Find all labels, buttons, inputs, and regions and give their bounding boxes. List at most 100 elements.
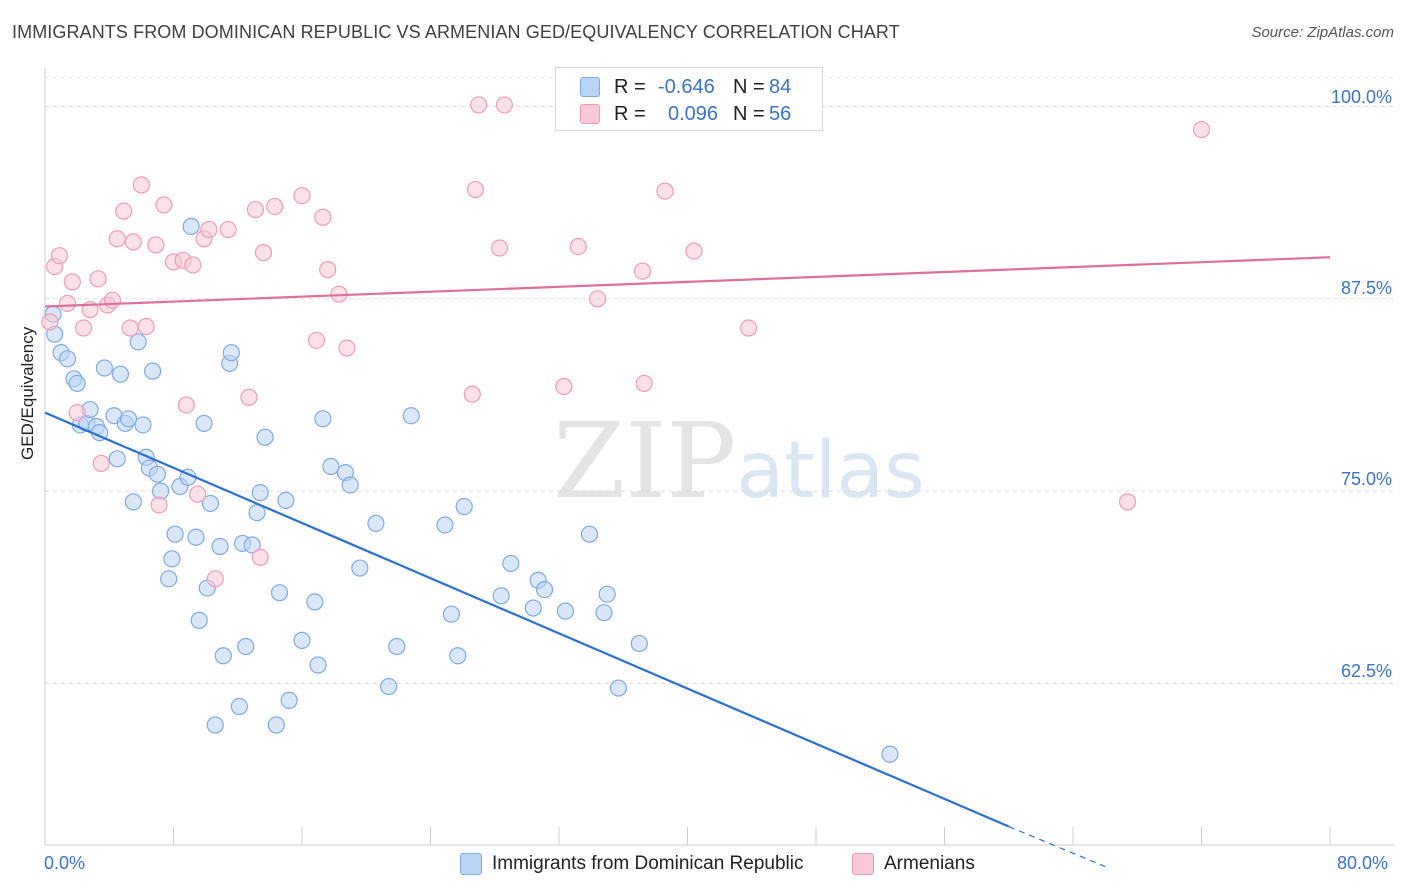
- point-armenian: [240, 388, 258, 406]
- point-armenian: [685, 242, 703, 260]
- point-armenian: [470, 96, 488, 114]
- point-armenian: [219, 220, 237, 239]
- point-dominican: [129, 333, 147, 351]
- point-armenian: [150, 496, 168, 514]
- correlation-legend: R = -0.646 N = 84 R = 0.096 N = 56: [555, 67, 823, 131]
- bottom-legend-dominican[interactable]: Immigrants from Dominican Republic: [460, 852, 804, 876]
- point-dominican: [111, 365, 130, 383]
- point-armenian: [1192, 120, 1211, 139]
- point-armenian: [50, 247, 69, 265]
- point-dominican: [58, 350, 77, 368]
- point-dominican: [270, 584, 289, 602]
- point-dominican: [524, 599, 542, 617]
- y-axis-label: GED/Equivalency: [18, 326, 37, 460]
- point-dominican: [187, 528, 205, 546]
- point-dominican: [251, 484, 269, 502]
- point-armenian: [89, 270, 107, 288]
- legend-swatch-dominican: [580, 77, 600, 97]
- point-dominican: [309, 656, 327, 674]
- x-tick-label-max: 80.0%: [1337, 853, 1389, 873]
- point-armenian: [633, 262, 652, 280]
- point-dominican: [881, 745, 899, 763]
- point-armenian: [115, 202, 133, 220]
- point-armenian: [254, 244, 273, 262]
- point-dominican: [108, 450, 126, 468]
- point-dominican: [267, 716, 285, 734]
- point-armenian: [200, 220, 218, 239]
- point-dominican: [388, 637, 406, 656]
- point-dominican: [144, 362, 162, 380]
- point-dominican: [222, 344, 240, 362]
- y-tick-label-87-5: 87.5%: [1340, 278, 1392, 298]
- point-armenian: [124, 233, 142, 251]
- point-armenian: [121, 319, 139, 337]
- point-dominican: [630, 634, 648, 653]
- point-dominican: [277, 491, 295, 509]
- bottom-legend-swatch-armenians: [852, 853, 874, 875]
- point-armenian: [147, 236, 165, 254]
- trend-line-armenian: [44, 256, 1331, 308]
- watermark: ZIPatlas: [553, 400, 925, 522]
- legend-n-label: N =: [733, 102, 765, 125]
- watermark-main: ZIP: [553, 400, 737, 522]
- point-dominican: [322, 457, 340, 476]
- point-armenian: [206, 570, 224, 588]
- bottom-legend-label-dominican: Immigrants from Dominican Republic: [492, 853, 804, 874]
- point-dominican: [293, 631, 311, 649]
- point-dominican: [211, 537, 229, 556]
- point-armenian: [266, 197, 284, 216]
- chart-title: IMMIGRANTS FROM DOMINICAN REPUBLIC VS AR…: [12, 22, 900, 42]
- point-dominican: [160, 570, 178, 588]
- point-dominican: [124, 493, 142, 511]
- point-dominican: [256, 428, 274, 446]
- point-armenian: [41, 313, 59, 331]
- point-armenian: [103, 291, 122, 309]
- point-armenian: [588, 290, 607, 308]
- point-dominican: [163, 550, 181, 568]
- point-dominican: [214, 647, 232, 665]
- point-dominican: [119, 410, 138, 428]
- point-dominican: [230, 697, 248, 716]
- y-tick-label-62-5: 62.5%: [1340, 661, 1392, 681]
- point-dominican: [280, 691, 298, 709]
- point-armenian: [58, 294, 77, 313]
- point-armenian: [314, 208, 332, 226]
- point-dominican: [556, 602, 575, 620]
- point-dominican: [351, 559, 369, 577]
- point-armenian: [307, 331, 326, 349]
- point-dominican: [535, 580, 554, 599]
- point-dominican: [455, 497, 473, 516]
- point-dominican: [306, 593, 324, 611]
- point-dominican: [341, 476, 359, 494]
- point-dominican: [580, 525, 599, 543]
- point-armenian: [108, 230, 126, 248]
- legend-row-dominican: R = -0.646 N = 84: [580, 75, 791, 99]
- point-dominican: [442, 605, 460, 623]
- point-armenian: [251, 548, 269, 566]
- bottom-legend-armenians[interactable]: Armenians: [852, 852, 975, 876]
- watermark-accent: atlas: [736, 426, 925, 516]
- y-tick-label-100: 100.0%: [1330, 87, 1392, 107]
- point-armenian: [555, 377, 573, 396]
- point-armenian: [569, 237, 587, 256]
- point-dominican: [134, 416, 152, 434]
- trend-line-dominican: [44, 411, 1010, 828]
- point-dominican: [243, 536, 261, 554]
- point-dominican: [598, 585, 616, 603]
- point-dominican: [380, 677, 398, 696]
- point-armenian: [490, 239, 509, 257]
- point-dominican: [314, 410, 332, 428]
- point-dominican: [190, 611, 208, 629]
- point-armenian: [319, 260, 337, 279]
- point-dominican: [201, 494, 220, 513]
- point-dominican: [402, 407, 420, 425]
- point-armenian: [132, 176, 150, 194]
- point-armenian: [1119, 493, 1137, 511]
- point-armenian: [74, 319, 93, 337]
- point-armenian: [68, 404, 86, 422]
- point-armenian: [155, 196, 173, 214]
- point-armenian: [177, 396, 195, 414]
- legend-swatch-armenians: [580, 104, 600, 124]
- point-armenian: [656, 182, 674, 200]
